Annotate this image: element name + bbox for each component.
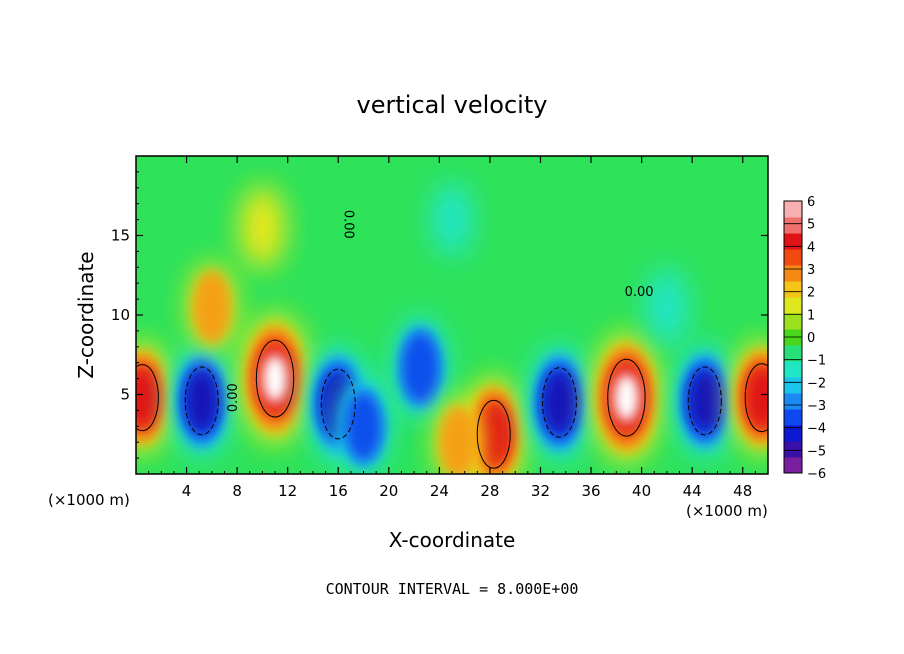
velocity-cell-ring xyxy=(136,368,158,427)
y-tick-label: 10 xyxy=(111,306,130,324)
colorbar-swatch xyxy=(784,217,802,234)
colorbar-tick-label: −3 xyxy=(807,399,826,414)
x-tick-label: 28 xyxy=(480,482,499,500)
y-axis-ticks: 5 10 15 xyxy=(111,171,768,459)
plot-area xyxy=(136,156,768,474)
x-axis-ticks: 4 8 12 16 20 24 28 32 36 40 44 48 xyxy=(148,156,756,500)
contour-line xyxy=(136,364,159,432)
contour-line xyxy=(744,363,768,433)
contour-lines xyxy=(136,339,768,469)
x-tick-label: 48 xyxy=(733,482,752,500)
x-tick-label: 44 xyxy=(683,482,702,500)
x-tick-label: 20 xyxy=(379,482,398,500)
y-axis-label: Z-coordinate xyxy=(74,251,98,378)
contour-labels: 0.00 0.00 0.00 xyxy=(226,210,653,412)
colorbar-swatch xyxy=(784,233,802,250)
contour-line xyxy=(687,366,722,436)
contour-line xyxy=(184,366,219,436)
velocity-cell xyxy=(241,314,310,443)
colorbar-tick-label: −5 xyxy=(807,444,826,459)
colorbar-swatch xyxy=(784,345,802,362)
x-tick-label: 32 xyxy=(531,482,550,500)
velocity-cell-ring xyxy=(345,392,382,461)
colorbar-tick-label: −2 xyxy=(807,376,826,391)
velocity-cell-ring xyxy=(688,370,721,431)
x-tick-label: 24 xyxy=(430,482,449,500)
x-tick-label: 36 xyxy=(581,482,600,500)
colorbar-tick-label: −6 xyxy=(807,467,826,482)
colorbar-swatch xyxy=(784,361,802,378)
contour-line xyxy=(542,367,577,438)
colorbar-tick-label: 0 xyxy=(807,331,815,346)
colorbar-tick-label: −4 xyxy=(807,422,826,437)
colorbar-tick-label: 6 xyxy=(807,195,815,210)
velocity-cell xyxy=(435,399,482,474)
contour-line xyxy=(607,358,646,437)
colorbar-swatch xyxy=(784,281,802,298)
velocity-cell-ring xyxy=(477,404,510,465)
colorbar-swatch xyxy=(784,201,802,218)
contour-interval-footer: CONTOUR INTERVAL = 8.000E+00 xyxy=(326,580,579,598)
y-tick-label: 15 xyxy=(111,227,130,245)
velocity-cell xyxy=(674,344,735,458)
colorbar-swatch xyxy=(784,393,802,410)
velocity-cell xyxy=(393,316,448,418)
contour-label: 0.00 xyxy=(625,285,654,300)
y-tick-label: 5 xyxy=(120,386,130,404)
contour-label: 0.00 xyxy=(226,383,241,412)
colorbar-tick-label: −1 xyxy=(807,354,826,369)
colorbar-swatch xyxy=(784,249,802,266)
colorbar-swatch xyxy=(784,297,802,314)
colorbar-swatch xyxy=(784,409,802,426)
colorbar-swatch xyxy=(784,457,802,474)
velocity-cell-ring xyxy=(185,370,218,431)
velocity-cell-ring xyxy=(192,270,232,344)
colorbar: 6 5 4 3 2 1 0 −1 −2 −3 −4 −5 −6 xyxy=(783,195,826,482)
colorbar-tick-label: 1 xyxy=(807,308,815,323)
velocity-cell-ring xyxy=(543,371,576,434)
contour-label: 0.00 xyxy=(341,210,356,239)
velocity-cell xyxy=(337,377,390,474)
velocity-cell-ring xyxy=(745,367,768,428)
velocity-cell-ring xyxy=(613,373,640,422)
colorbar-tick-label: 3 xyxy=(807,263,815,278)
velocity-cell xyxy=(646,268,688,346)
velocity-cell xyxy=(731,341,768,455)
x-tick-label: 8 xyxy=(232,482,242,500)
velocity-cell-ring xyxy=(439,405,478,474)
velocity-cell-ring xyxy=(432,182,472,257)
velocity-cell-ring xyxy=(240,186,285,270)
colorbar-swatch xyxy=(784,313,802,330)
x-axis-label: X-coordinate xyxy=(389,528,516,552)
colorbar-swatch xyxy=(784,265,802,282)
velocity-cell-ring xyxy=(646,268,688,346)
velocity-cell xyxy=(189,264,235,351)
velocity-cell xyxy=(136,342,172,453)
colorbar-swatch xyxy=(784,441,802,458)
velocity-cell xyxy=(432,182,472,257)
velocity-cell-ring xyxy=(262,354,288,403)
contour-line xyxy=(255,339,295,418)
x-tick-label: 40 xyxy=(632,482,651,500)
colorbar-tick-label: 2 xyxy=(807,286,815,301)
velocity-cell xyxy=(528,344,591,461)
colorbar-tick-label: 4 xyxy=(807,240,815,255)
colorbar-swatch xyxy=(784,425,802,442)
x-unit-left: (×1000 m) xyxy=(48,491,130,509)
contour-line xyxy=(320,368,356,440)
chart-title: vertical velocity xyxy=(357,91,548,119)
colorbar-tick-label: 5 xyxy=(807,218,815,233)
x-tick-label: 4 xyxy=(182,482,192,500)
x-tick-label: 12 xyxy=(278,482,297,500)
contour-line xyxy=(476,399,511,469)
velocity-cell xyxy=(592,333,661,462)
x-tick-label: 16 xyxy=(329,482,348,500)
velocity-cell xyxy=(171,344,232,458)
x-unit-right: (×1000 m) xyxy=(686,502,768,520)
velocity-cells xyxy=(136,182,768,474)
velocity-cell xyxy=(240,186,285,270)
colorbar-swatch xyxy=(784,377,802,394)
velocity-cell-ring xyxy=(401,332,439,403)
